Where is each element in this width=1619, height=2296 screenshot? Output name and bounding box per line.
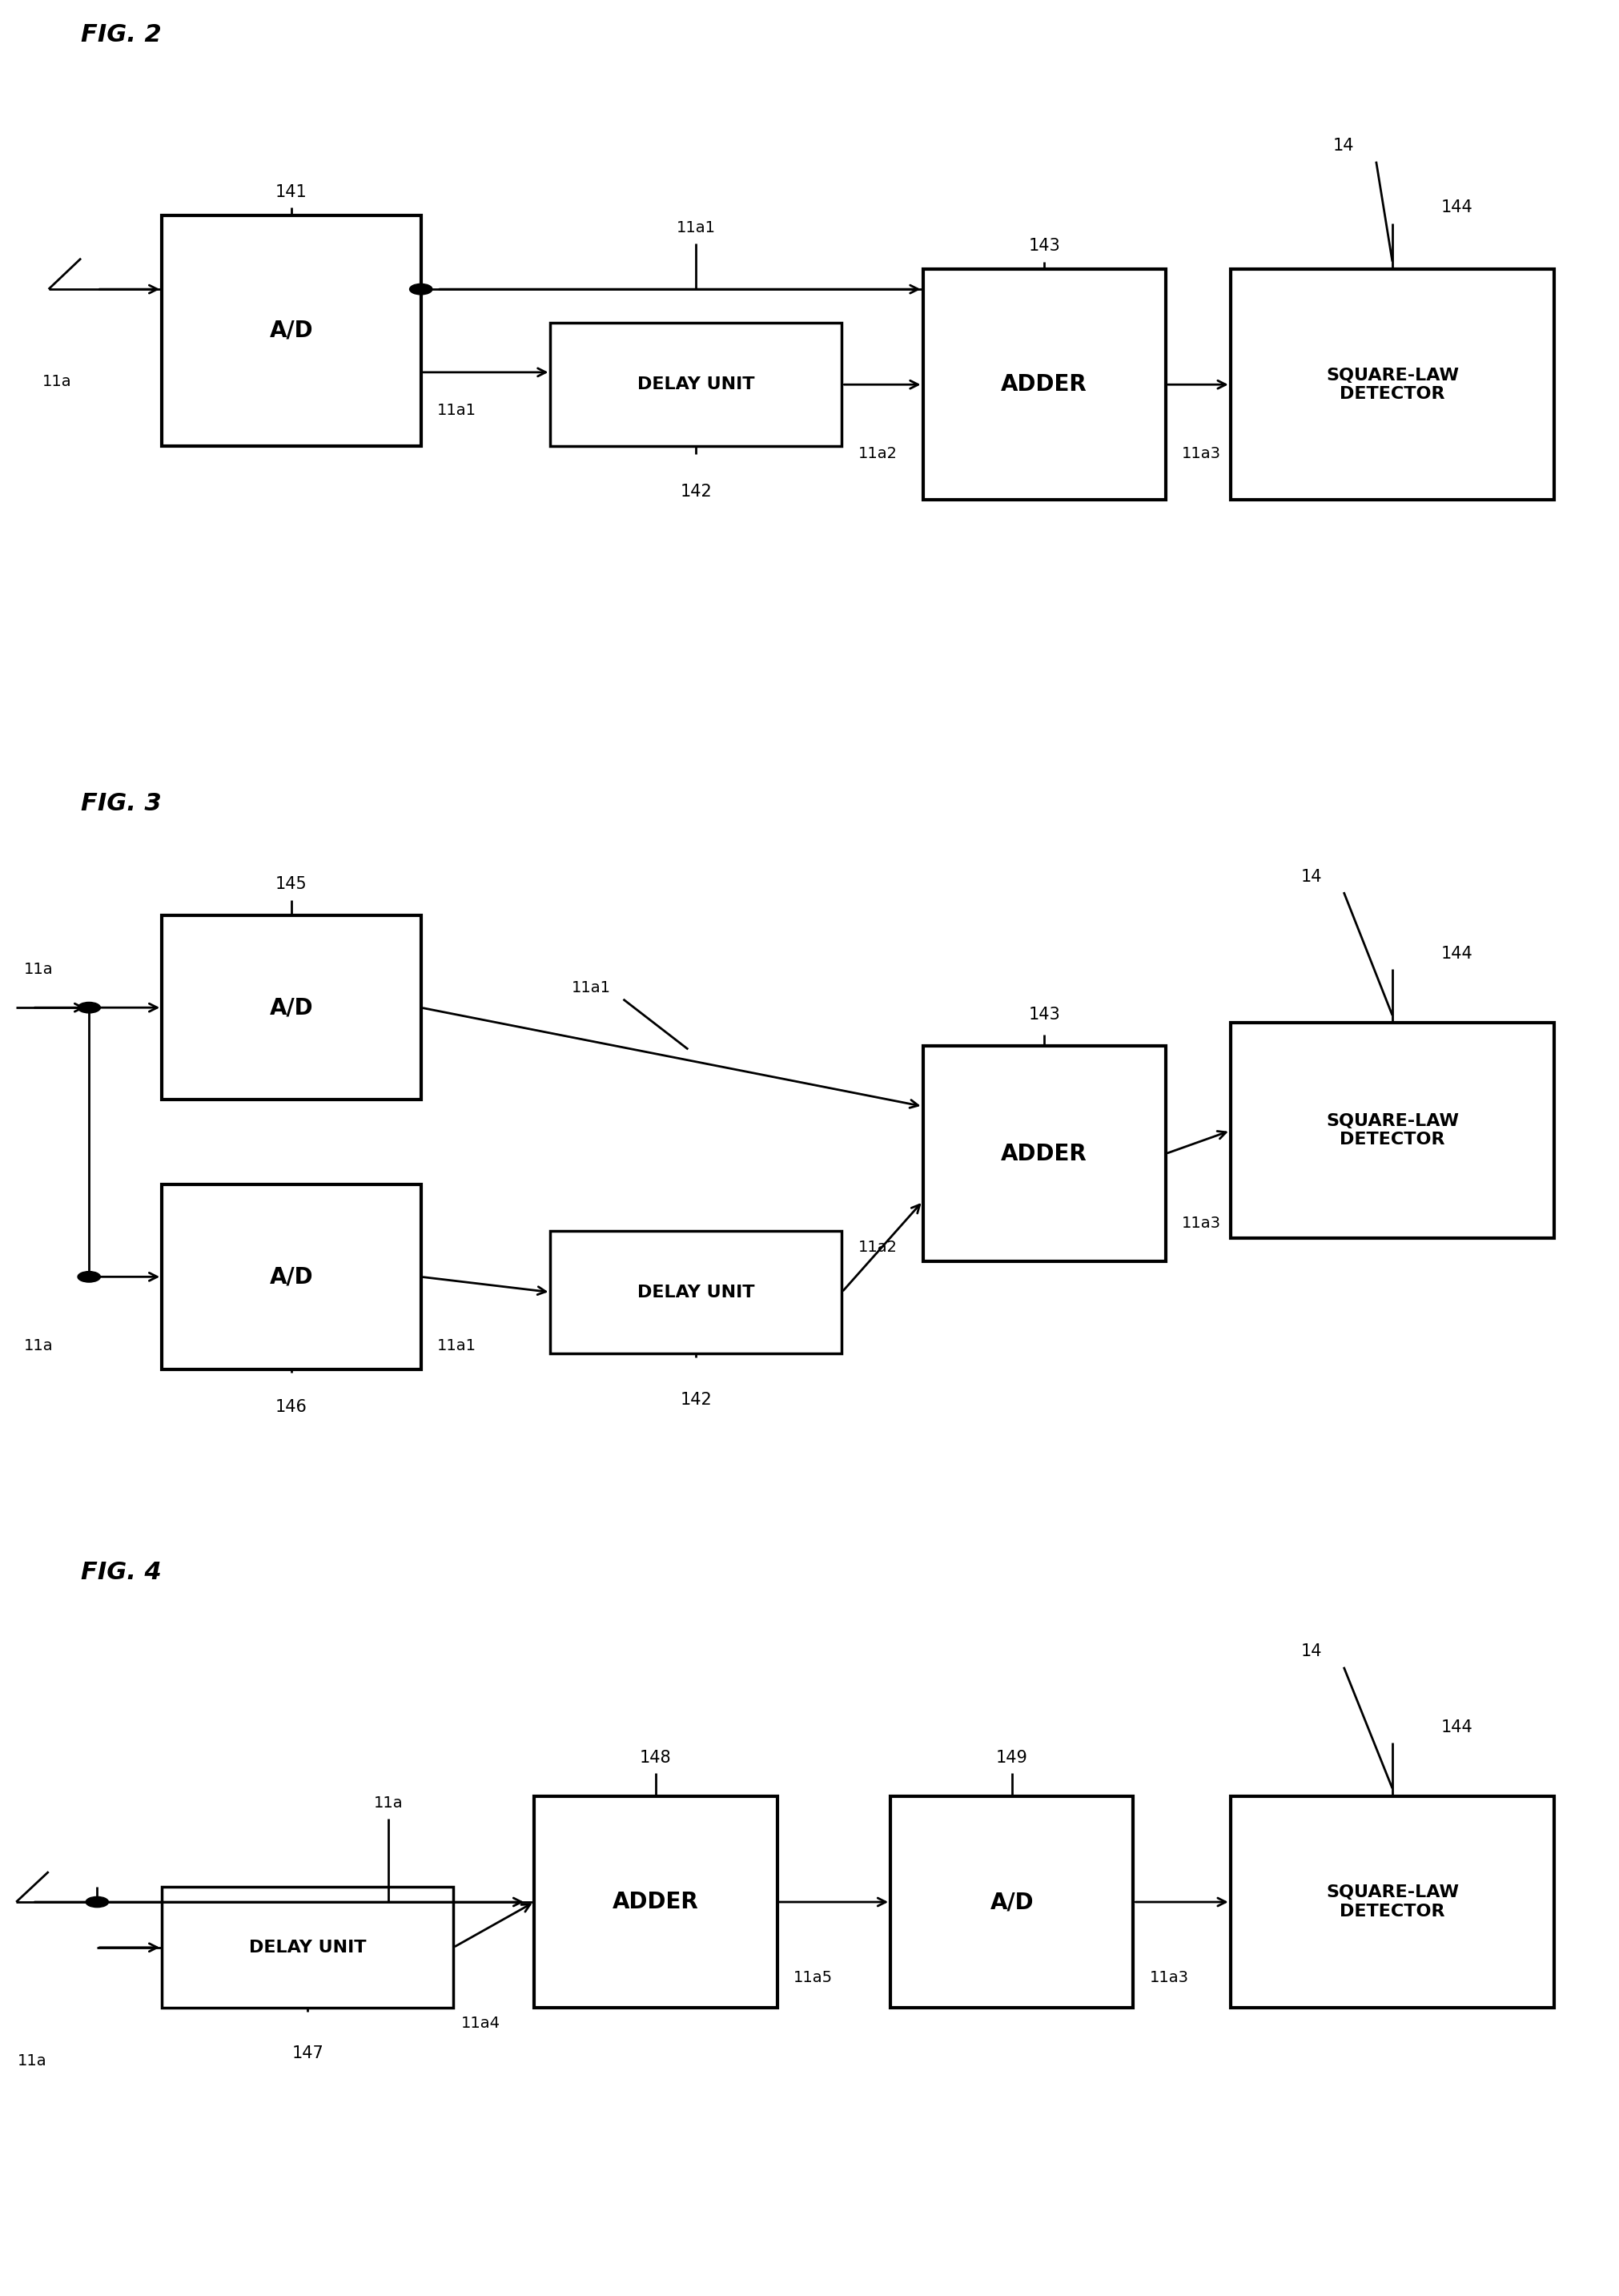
Text: ADDER: ADDER (1001, 1143, 1088, 1164)
Circle shape (86, 1896, 108, 1908)
Text: 142: 142 (680, 484, 712, 501)
Text: SQUARE-LAW
DETECTOR: SQUARE-LAW DETECTOR (1326, 367, 1459, 402)
Text: SQUARE-LAW
DETECTOR: SQUARE-LAW DETECTOR (1326, 1885, 1459, 1919)
Text: ADDER: ADDER (612, 1892, 699, 1913)
Circle shape (410, 285, 432, 294)
Bar (890, 1795, 1133, 2009)
Text: A/D: A/D (269, 996, 314, 1019)
Text: 11a1: 11a1 (437, 1339, 476, 1355)
Bar (162, 1185, 421, 1368)
Bar (162, 216, 421, 445)
Text: 11a1: 11a1 (572, 980, 610, 996)
Bar (1230, 1795, 1554, 2009)
Bar (1230, 1024, 1554, 1238)
Text: 11a5: 11a5 (793, 1970, 832, 1986)
Circle shape (78, 1003, 100, 1013)
Bar (1230, 269, 1554, 501)
Text: 144: 144 (1441, 946, 1473, 962)
Text: 11a: 11a (24, 962, 53, 976)
Text: 148: 148 (640, 1750, 672, 1766)
Text: 11a3: 11a3 (1182, 1215, 1221, 1231)
Text: 14: 14 (1300, 1644, 1323, 1660)
Text: 11a: 11a (374, 1795, 403, 1812)
Text: 145: 145 (275, 877, 308, 893)
Text: 11a1: 11a1 (437, 404, 476, 418)
Text: 142: 142 (680, 1391, 712, 1407)
Bar (923, 1047, 1166, 1261)
Text: FIG. 4: FIG. 4 (81, 1561, 162, 1584)
Bar (550, 1231, 842, 1355)
Text: 11a3: 11a3 (1182, 445, 1221, 461)
Text: 143: 143 (1028, 239, 1060, 255)
Text: 141: 141 (275, 184, 308, 200)
Bar (550, 324, 842, 445)
Bar (162, 916, 421, 1100)
Text: SQUARE-LAW
DETECTOR: SQUARE-LAW DETECTOR (1326, 1114, 1459, 1148)
Text: 11a: 11a (42, 374, 71, 390)
Text: 11a1: 11a1 (677, 220, 716, 236)
Bar (534, 1795, 777, 2009)
Text: 11a4: 11a4 (461, 2016, 500, 2030)
Text: 11a: 11a (18, 2053, 47, 2069)
Text: 143: 143 (1028, 1008, 1060, 1024)
Text: 14: 14 (1300, 868, 1323, 884)
Text: 11a3: 11a3 (1149, 1970, 1188, 1986)
Text: 144: 144 (1441, 200, 1473, 216)
Text: FIG. 3: FIG. 3 (81, 792, 162, 815)
Text: 146: 146 (275, 1398, 308, 1414)
Text: 11a2: 11a2 (858, 445, 897, 461)
Text: 144: 144 (1441, 1720, 1473, 1736)
Text: 14: 14 (1332, 138, 1355, 154)
Text: A/D: A/D (269, 1265, 314, 1288)
Text: 149: 149 (996, 1750, 1028, 1766)
Circle shape (78, 1272, 100, 1281)
Text: A/D: A/D (269, 319, 314, 342)
Text: DELAY UNIT: DELAY UNIT (249, 1940, 366, 1956)
Text: 11a: 11a (24, 1339, 53, 1355)
Bar (923, 269, 1166, 501)
Text: 11a2: 11a2 (858, 1240, 897, 1256)
Text: DELAY UNIT: DELAY UNIT (638, 377, 754, 393)
Text: DELAY UNIT: DELAY UNIT (638, 1283, 754, 1300)
Text: 147: 147 (291, 2046, 324, 2062)
Text: ADDER: ADDER (1001, 374, 1088, 395)
Text: A/D: A/D (989, 1892, 1035, 1913)
Bar (162, 1887, 453, 2009)
Text: FIG. 2: FIG. 2 (81, 23, 162, 46)
